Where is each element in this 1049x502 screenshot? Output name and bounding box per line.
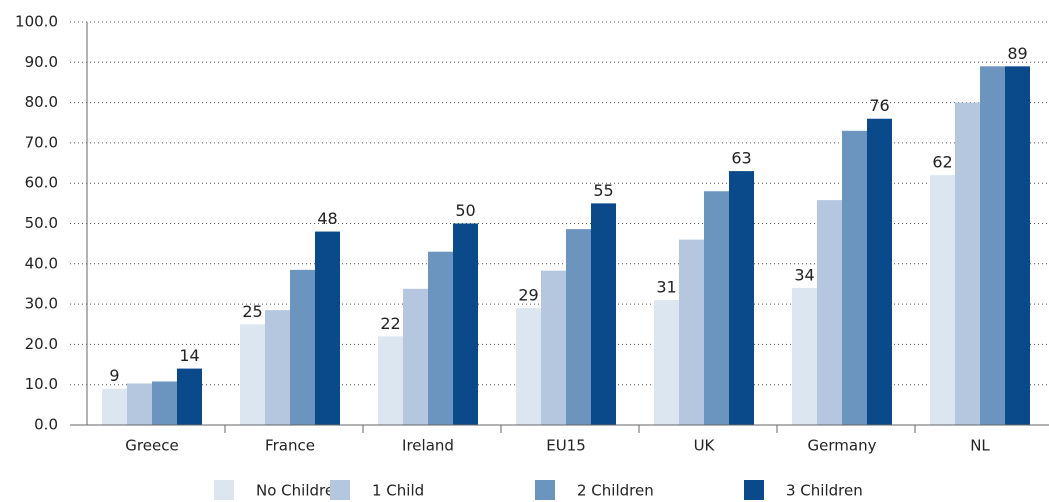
bar bbox=[654, 300, 679, 425]
data-label: 62 bbox=[932, 153, 952, 172]
bar bbox=[403, 288, 428, 425]
data-label: 34 bbox=[794, 265, 814, 284]
legend-label: No Children bbox=[256, 482, 344, 500]
bar bbox=[729, 171, 754, 425]
bar bbox=[102, 388, 127, 425]
bar bbox=[177, 368, 202, 425]
y-tick-label: 90.0 bbox=[25, 53, 58, 71]
bar bbox=[704, 191, 729, 425]
y-tick-label: 60.0 bbox=[25, 174, 58, 192]
data-label: 14 bbox=[179, 346, 199, 365]
legend-label: 2 Children bbox=[577, 482, 654, 500]
data-label: 29 bbox=[518, 286, 538, 305]
data-label: 22 bbox=[380, 314, 400, 333]
bar bbox=[591, 203, 616, 425]
data-label: 63 bbox=[731, 149, 751, 168]
bar bbox=[955, 102, 980, 425]
bar bbox=[428, 251, 453, 425]
y-tick-label: 0.0 bbox=[34, 416, 58, 434]
data-label: 50 bbox=[455, 201, 475, 220]
y-tick-label: 40.0 bbox=[25, 254, 58, 272]
y-tick-label: 100.0 bbox=[15, 13, 58, 31]
data-label: 9 bbox=[109, 366, 119, 385]
x-tick-label: EU15 bbox=[546, 437, 586, 455]
bar bbox=[792, 287, 817, 425]
bar bbox=[566, 229, 591, 425]
bar bbox=[240, 324, 265, 425]
x-tick-label: France bbox=[265, 437, 315, 455]
bar bbox=[516, 308, 541, 425]
data-label: 48 bbox=[317, 209, 337, 228]
legend-swatch bbox=[744, 480, 764, 500]
bar bbox=[378, 336, 403, 425]
bar bbox=[290, 269, 315, 425]
x-tick-label: Ireland bbox=[402, 437, 454, 455]
y-tick-label: 50.0 bbox=[25, 214, 58, 232]
data-label: 76 bbox=[869, 96, 889, 115]
bar bbox=[980, 66, 1005, 425]
x-tick-label: Germany bbox=[808, 437, 877, 455]
bar bbox=[930, 175, 955, 425]
x-tick-label: NL bbox=[970, 437, 990, 455]
y-tick-label: 30.0 bbox=[25, 295, 58, 313]
bar bbox=[541, 270, 566, 425]
legend-label: 3 Children bbox=[786, 482, 863, 500]
data-label: 25 bbox=[242, 302, 262, 321]
legend-swatch bbox=[214, 480, 234, 500]
bar bbox=[265, 310, 290, 425]
bar bbox=[1005, 66, 1030, 425]
data-label: 31 bbox=[656, 278, 676, 297]
bar bbox=[842, 130, 867, 425]
data-label: 89 bbox=[1007, 44, 1027, 63]
x-tick-label: Greece bbox=[125, 437, 178, 455]
bar bbox=[127, 383, 152, 425]
legend-label: 1 Child bbox=[372, 482, 424, 500]
x-tick-label: UK bbox=[694, 437, 716, 455]
bar bbox=[315, 231, 340, 425]
bar bbox=[817, 200, 842, 425]
bar bbox=[152, 381, 177, 425]
legend-swatch bbox=[535, 480, 555, 500]
y-tick-label: 10.0 bbox=[25, 375, 58, 393]
y-tick-label: 20.0 bbox=[25, 335, 58, 353]
bar bbox=[679, 239, 704, 425]
y-tick-label: 70.0 bbox=[25, 133, 58, 151]
bar bbox=[453, 223, 478, 425]
y-tick-label: 80.0 bbox=[25, 93, 58, 111]
legend-swatch bbox=[330, 480, 350, 500]
data-label: 55 bbox=[593, 181, 613, 200]
bar bbox=[867, 118, 892, 425]
